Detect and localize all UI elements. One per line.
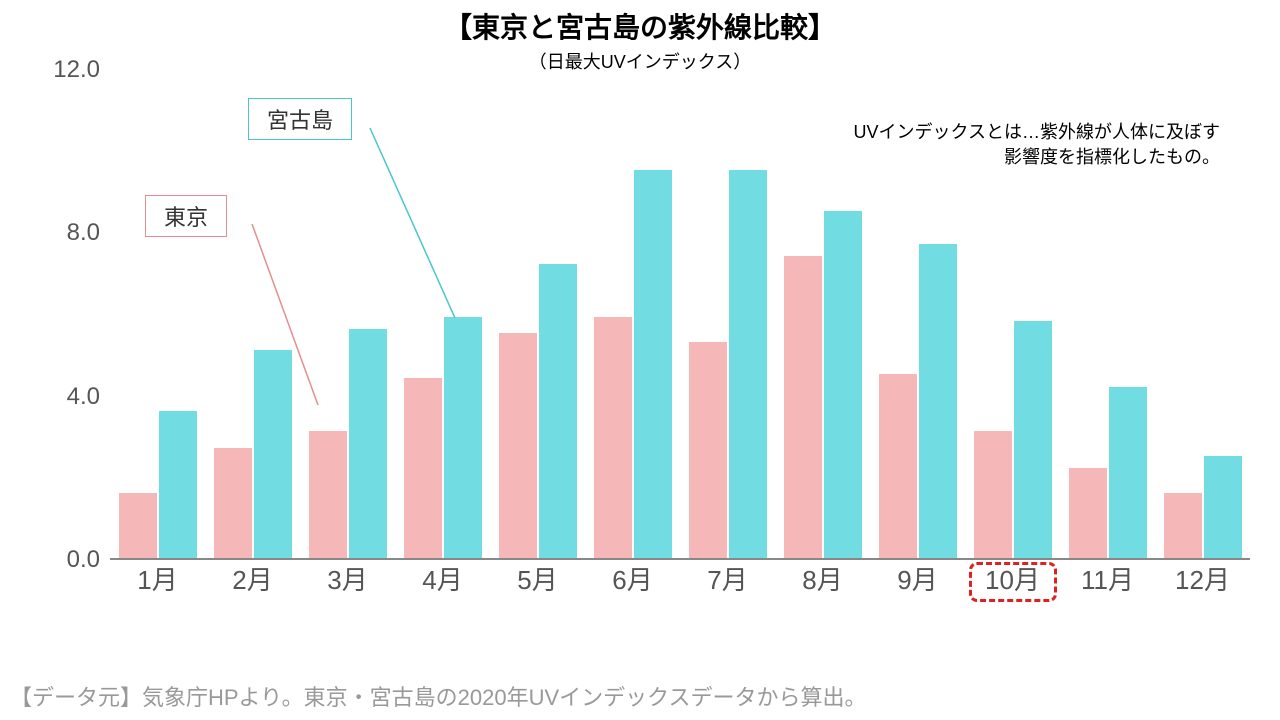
- plot-area: [110, 70, 1250, 560]
- month-group: [775, 70, 870, 558]
- bar-東京: [404, 378, 442, 558]
- bars-container: [110, 70, 1250, 558]
- bar-宮古島: [444, 317, 482, 558]
- bar-東京: [499, 333, 537, 558]
- month-group: [680, 70, 775, 558]
- x-label: 12月: [1155, 560, 1250, 600]
- x-label: 2月: [205, 560, 300, 600]
- bar-東京: [594, 317, 632, 558]
- x-label: 6月: [585, 560, 680, 600]
- bar-宮古島: [539, 264, 577, 558]
- bar-東京: [689, 342, 727, 558]
- bar-宮古島: [1014, 321, 1052, 558]
- bar-宮古島: [1204, 456, 1242, 558]
- x-label: 11月: [1060, 560, 1155, 600]
- x-label: 4月: [395, 560, 490, 600]
- month-group: [490, 70, 585, 558]
- month-group: [1060, 70, 1155, 558]
- chart-title: 【東京と宮古島の紫外線比較】: [0, 6, 1280, 46]
- x-label: 3月: [300, 560, 395, 600]
- y-tick: 12.0: [30, 56, 100, 84]
- y-tick: 0.0: [30, 546, 100, 574]
- bar-東京: [119, 493, 157, 558]
- y-tick: 8.0: [30, 219, 100, 247]
- bar-東京: [309, 431, 347, 558]
- uv-chart: 0.04.08.012.0 1月2月3月4月5月6月7月8月9月10月11月12…: [30, 70, 1260, 600]
- x-label: 10月: [965, 560, 1060, 600]
- month-group: [870, 70, 965, 558]
- bar-東京: [879, 374, 917, 558]
- bar-東京: [974, 431, 1012, 558]
- x-label: 8月: [775, 560, 870, 600]
- bar-宮古島: [824, 211, 862, 558]
- bar-宮古島: [349, 329, 387, 558]
- x-label: 5月: [490, 560, 585, 600]
- month-group: [205, 70, 300, 558]
- y-tick: 4.0: [30, 383, 100, 411]
- bar-宮古島: [254, 350, 292, 558]
- bar-東京: [1069, 468, 1107, 558]
- x-label: 9月: [870, 560, 965, 600]
- data-source: 【データ元】気象庁HPより。東京・宮古島の2020年UVインデックスデータから算…: [10, 680, 867, 712]
- bar-宮古島: [1109, 387, 1147, 559]
- x-axis-labels: 1月2月3月4月5月6月7月8月9月10月11月12月: [110, 560, 1250, 600]
- x-label: 1月: [110, 560, 205, 600]
- x-label: 7月: [680, 560, 775, 600]
- bar-宮古島: [729, 170, 767, 558]
- month-group: [965, 70, 1060, 558]
- bar-東京: [1164, 493, 1202, 558]
- bar-宮古島: [634, 170, 672, 558]
- legend-宮古島: 宮古島: [248, 98, 352, 140]
- month-group: [585, 70, 680, 558]
- month-group: [110, 70, 205, 558]
- month-group: [300, 70, 395, 558]
- bar-宮古島: [159, 411, 197, 558]
- legend-東京: 東京: [145, 195, 227, 237]
- month-group: [395, 70, 490, 558]
- bar-宮古島: [919, 244, 957, 558]
- bar-東京: [214, 448, 252, 558]
- bar-東京: [784, 256, 822, 558]
- month-group: [1155, 70, 1250, 558]
